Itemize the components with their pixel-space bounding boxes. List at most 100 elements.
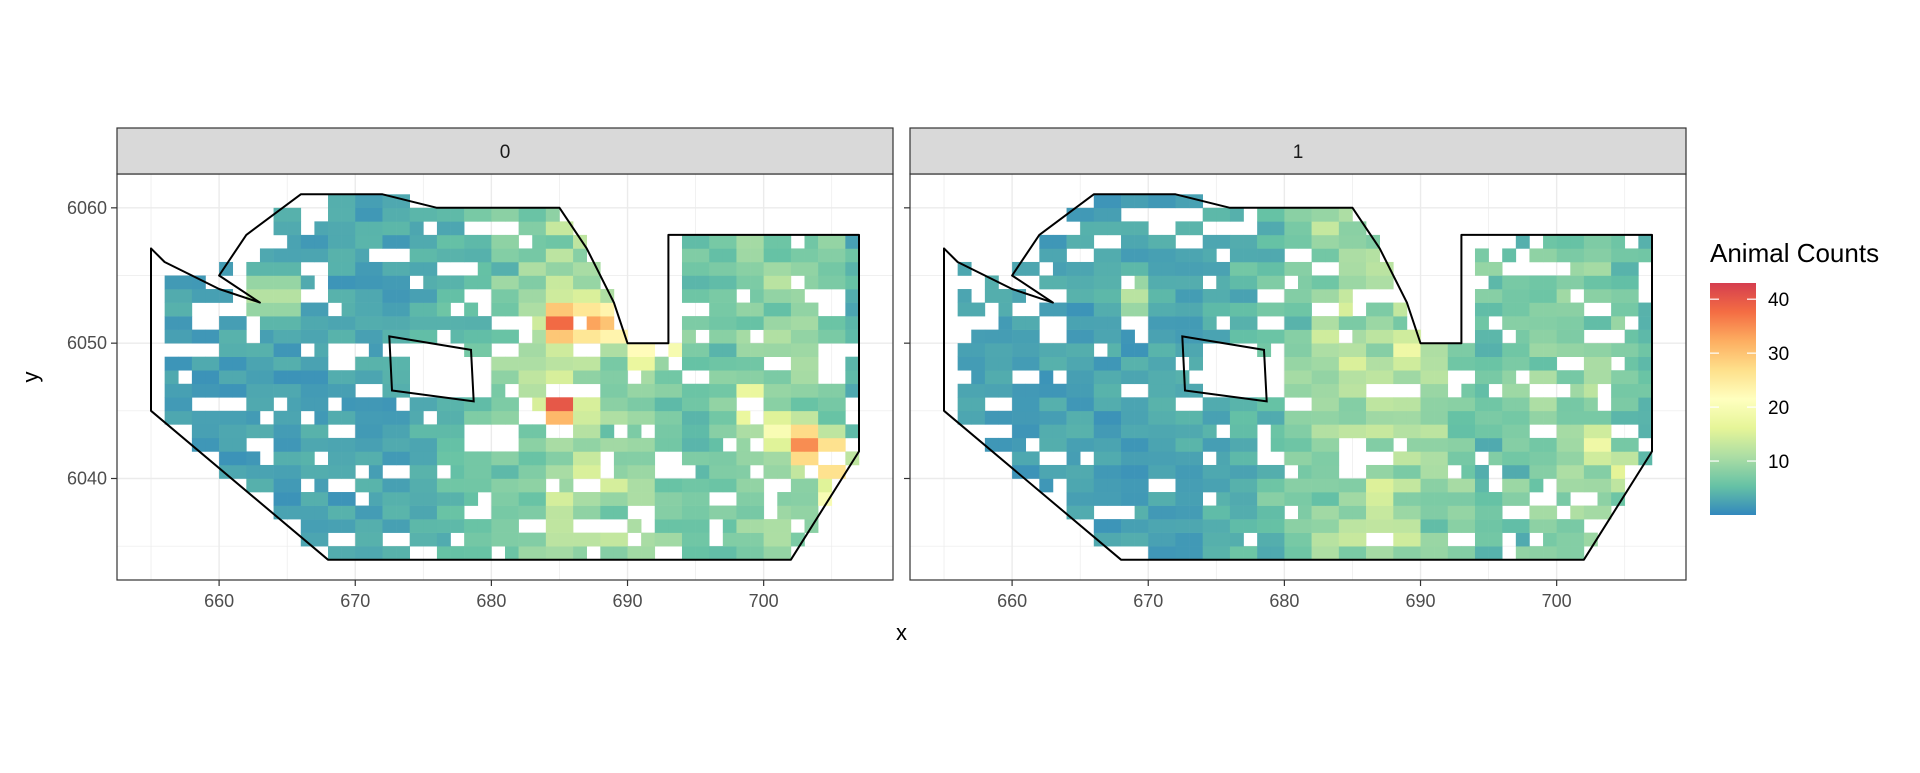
heat-tile: [1474, 478, 1489, 493]
heat-tile: [1515, 437, 1530, 452]
heat-tile: [1175, 261, 1190, 276]
heat-tile: [1189, 275, 1204, 290]
heat-tile: [1338, 248, 1353, 263]
heat-tile: [300, 451, 315, 466]
heat-tile: [382, 261, 397, 276]
heat-tile: [1107, 492, 1122, 506]
heat-tile: [450, 275, 465, 290]
heat-tile: [1488, 532, 1503, 547]
heat-tile: [1556, 519, 1571, 533]
heat-tile: [1556, 275, 1571, 290]
heat-tile: [287, 451, 302, 466]
heat-tile: [396, 275, 411, 290]
heat-tile: [1148, 546, 1163, 560]
heat-tile: [273, 221, 288, 236]
heat-tile: [287, 478, 302, 493]
heat-tile: [627, 519, 642, 533]
heat-tile: [1161, 248, 1176, 263]
heat-tile: [695, 356, 710, 371]
heat-tile: [709, 383, 724, 398]
heat-tile: [1556, 329, 1571, 344]
heat-tile: [1284, 451, 1299, 466]
heat-tile: [750, 261, 764, 276]
heat-tile: [1161, 437, 1176, 452]
heat-tile: [1080, 261, 1095, 276]
heat-tile: [573, 505, 587, 520]
heat-tile: [436, 207, 451, 222]
heat-tile: [273, 343, 288, 357]
heat-tile: [1488, 437, 1503, 452]
heat-tile: [1284, 316, 1299, 330]
heat-tile: [300, 492, 315, 506]
heat-tile: [777, 437, 792, 452]
heat-tile: [1434, 397, 1449, 412]
heat-tile: [1121, 248, 1135, 263]
heat-tile: [998, 329, 1013, 344]
heat-tile: [1161, 356, 1176, 371]
heat-tile: [259, 248, 274, 263]
heat-tile: [818, 478, 833, 493]
heat-tile: [219, 410, 234, 425]
heat-tile: [355, 194, 370, 209]
heat-tile: [1529, 248, 1544, 263]
heat-tile: [1515, 532, 1530, 547]
heat-tile: [1379, 478, 1394, 493]
heat-tile: [328, 316, 342, 330]
heat-tile: [178, 397, 193, 412]
heat-tile: [1352, 397, 1367, 412]
heat-tile: [1298, 221, 1312, 236]
heat-tile: [573, 424, 587, 439]
heat-tile: [736, 492, 751, 506]
heat-tile: [382, 302, 397, 317]
heat-tile: [722, 464, 737, 479]
heat-tile: [532, 532, 547, 547]
heat-tile: [1080, 234, 1095, 249]
heat-tile: [505, 329, 519, 344]
heat-tile: [957, 343, 972, 357]
heat-tile: [1352, 221, 1367, 236]
heat-tile: [368, 437, 383, 452]
heat-tile: [984, 410, 999, 425]
heat-tile: [505, 261, 519, 276]
heat-tile: [246, 397, 261, 412]
heat-tile: [450, 397, 465, 412]
heat-tile: [1461, 505, 1476, 520]
heat-tile: [1624, 261, 1639, 276]
heat-tile: [300, 302, 315, 317]
heat-tile: [1066, 478, 1081, 493]
heat-tile: [396, 451, 411, 466]
heat-tile: [1515, 316, 1530, 330]
heat-tile: [491, 505, 506, 520]
heat-tile: [1257, 410, 1272, 425]
heat-tile: [1434, 532, 1449, 547]
heat-tile: [232, 437, 247, 452]
heat-tile: [328, 275, 342, 290]
heat-tile: [246, 383, 261, 398]
heat-tile: [1638, 397, 1653, 412]
heat-tile: [1502, 451, 1517, 466]
heat-tile: [1107, 316, 1122, 330]
heat-tile: [1229, 519, 1244, 533]
heat-tile: [998, 289, 1013, 303]
heat-tile: [1406, 532, 1421, 547]
heat-tile: [219, 464, 234, 479]
heat-tile: [1366, 316, 1380, 330]
heat-tile: [1420, 424, 1435, 439]
heat-tile: [396, 261, 411, 276]
heat-tile: [1229, 492, 1244, 506]
heat-tile: [1447, 519, 1462, 533]
heat-tile: [1189, 356, 1204, 371]
heat-tile: [1366, 519, 1380, 533]
heat-tile: [1093, 261, 1108, 276]
heat-tile: [641, 370, 656, 385]
heat-tile: [1039, 464, 1054, 479]
heat-tile: [777, 248, 792, 263]
heat-tile: [518, 343, 533, 357]
heat-tile: [1543, 519, 1557, 533]
heat-tile: [559, 275, 574, 290]
heat-tile: [273, 478, 288, 493]
legend-tick-label: 30: [1768, 344, 1789, 365]
heat-tile: [559, 532, 574, 547]
heat-tile: [1583, 410, 1598, 425]
heat-tile: [409, 532, 424, 547]
